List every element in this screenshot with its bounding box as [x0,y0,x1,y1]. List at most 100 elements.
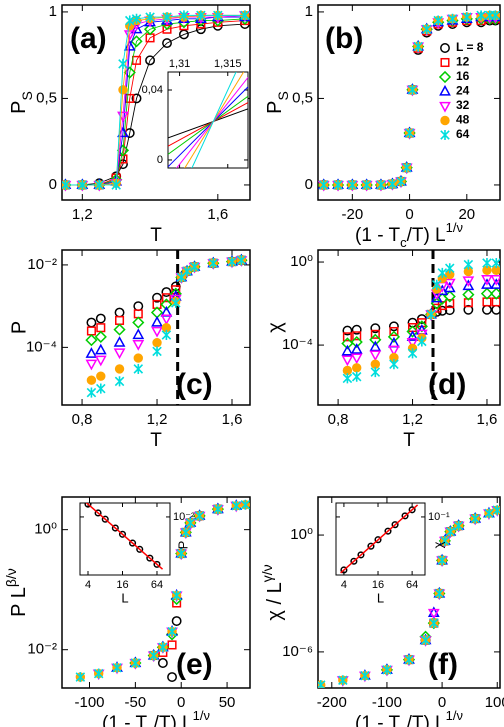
marker [453,520,464,531]
marker [406,325,419,338]
marker [387,330,401,343]
marker [430,291,443,303]
marker [481,278,493,289]
marker [94,509,102,517]
y-tick-label: 0,5 [292,89,313,106]
marker [189,261,200,272]
marker [361,179,372,190]
panel-label: (b) [325,22,363,55]
marker [491,257,500,269]
marker [408,506,416,514]
x-tick-label: 1,2 [72,206,93,223]
marker [481,275,493,286]
marker [382,664,392,675]
x-tick-label: 1,6 [222,411,243,428]
marker [113,336,126,347]
legend-marker [440,115,450,126]
marker [86,387,97,398]
legend-marker [439,84,451,96]
marker [369,350,382,362]
marker [352,331,362,341]
label-script: γ/ν [259,564,275,582]
marker [445,526,456,537]
marker [447,13,458,24]
x-tick-label: -100 [74,694,104,711]
marker [437,555,447,566]
x-tick-label: 20 [458,206,475,223]
panel-label: (e) [176,648,213,681]
legend-label: 24 [456,84,470,98]
marker [153,560,161,568]
marker [152,346,162,357]
marker [407,348,418,359]
marker [374,536,382,544]
marks [318,505,500,688]
marker [62,179,71,190]
marker [132,339,145,351]
x-tick-label: 0,8 [328,411,349,428]
marker [171,285,181,295]
x-tick-label: 16 [372,579,384,591]
marker [185,517,196,528]
axis-label: L [377,590,384,605]
marker [490,278,500,289]
marker [236,255,247,266]
marker [352,363,362,373]
marker [388,321,399,332]
marker [391,521,399,529]
marker [417,336,427,347]
marker [387,179,398,190]
marker [129,539,137,547]
marker [160,314,173,326]
y-tick-label: 10⁰ [34,521,57,538]
marker [145,12,155,23]
marker [96,371,106,381]
x-tick-label: 64 [406,579,418,591]
axis-label: (1 - Tc/T) L1/ν [355,220,463,250]
marker [167,626,177,637]
marker [431,279,442,290]
label-part: (1 - T [355,713,400,727]
x-tick-label: 0 [405,206,413,223]
x-tick-label: 1,2 [147,411,168,428]
marker [151,326,163,338]
marks [84,503,164,570]
axis-label: (1 - Tc/T) L1/ν [102,708,210,727]
marks [85,250,248,405]
axis-label: PS [264,91,290,114]
marker [148,650,159,661]
panel-label: (f) [428,648,458,681]
label-script: c [400,235,407,250]
marker [94,179,105,190]
marker [162,24,172,34]
legend-label: 64 [456,127,470,141]
series-line [168,95,248,155]
marker [350,335,363,349]
label-part: P [264,101,286,114]
marks [318,10,500,192]
marks [62,10,250,192]
marker [440,535,450,546]
marker [376,179,386,190]
marker [213,10,223,21]
x-tick-label: -200 [317,694,347,711]
marker [182,266,192,277]
marker [413,41,423,52]
marker [367,542,375,550]
marker [463,304,474,315]
marker [213,504,223,515]
marker [160,298,173,311]
y-tick-label: 0 [305,176,313,193]
marker [136,545,144,553]
marker [444,305,455,316]
marker [85,347,98,358]
marker [167,672,177,683]
legend-label: 48 [456,113,470,127]
marker [94,330,107,343]
marker [462,288,475,301]
x-tick-label: 0 [177,694,185,711]
axis-label: T [150,225,162,246]
marker [151,315,163,327]
marker [75,672,86,683]
legend-marker [440,43,450,53]
